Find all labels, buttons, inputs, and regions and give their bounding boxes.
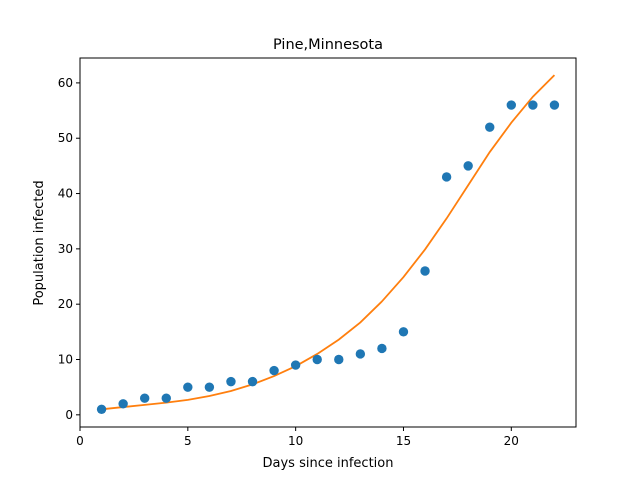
data-point [528, 100, 538, 110]
fit-line [101, 74, 556, 411]
data-point [247, 376, 258, 387]
data-point [485, 122, 495, 132]
data-point [549, 100, 560, 110]
y-tick-label: 10 [58, 353, 73, 367]
data-point [420, 266, 430, 276]
plot-area: 0 5 10 15 20 0 10 20 30 40 50 60 [58, 74, 560, 448]
data-point [377, 343, 387, 354]
y-tick-label: 0 [65, 408, 73, 422]
data-point [269, 365, 279, 376]
x-axis-label: Days since infection [263, 456, 394, 471]
data-point [96, 404, 107, 414]
data-point [355, 349, 366, 359]
axes-frame [79, 57, 577, 428]
data-point [463, 161, 473, 171]
data-point [161, 393, 171, 403]
data-point [312, 354, 322, 365]
data-point [226, 376, 236, 387]
data-point [441, 172, 452, 182]
y-axis-label: Population infected [32, 180, 47, 305]
data-point [118, 399, 128, 409]
y-tick-label: 50 [58, 131, 73, 145]
x-tick-label: 0 [76, 434, 84, 448]
x-tick-label: 5 [184, 434, 192, 448]
y-tick-label: 40 [58, 187, 73, 201]
y-tick-label: 20 [58, 297, 73, 311]
data-point [398, 327, 409, 337]
y-tick-label: 60 [58, 76, 73, 90]
x-tick-label: 15 [396, 434, 411, 448]
data-point [204, 382, 215, 392]
x-tick-label: 20 [504, 434, 519, 448]
data-point [183, 382, 193, 392]
data-point [290, 360, 301, 370]
data-point [334, 354, 344, 365]
chart-title: Pine,Minnesota [273, 37, 383, 53]
data-point [506, 100, 517, 110]
x-tick-label: 10 [288, 434, 303, 448]
data-point [139, 393, 150, 403]
y-tick-label: 30 [58, 242, 73, 256]
